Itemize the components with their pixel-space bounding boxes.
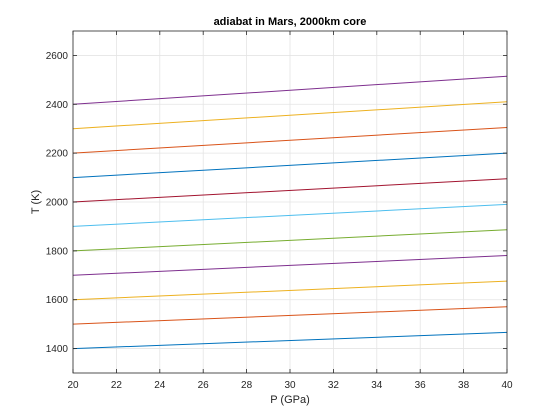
x-tick-label: 30 xyxy=(284,380,296,391)
series-line-7 xyxy=(72,178,508,203)
x-tick-label: 28 xyxy=(241,380,253,391)
series-line-11 xyxy=(72,75,508,105)
series-line-6 xyxy=(72,203,508,227)
x-tick-label: 32 xyxy=(328,380,340,391)
chart-title: adiabat in Mars, 2000km core xyxy=(214,16,367,28)
y-tick-label: 2000 xyxy=(46,198,69,209)
x-tick-label: 34 xyxy=(371,380,383,391)
ticks: 20 22 24 26 28 30 32 34 36 38 40 1400 1600 1800 2000 22… xyxy=(46,31,513,391)
x-tick-label: 26 xyxy=(198,380,210,391)
y-tick-label: 2600 xyxy=(46,51,69,62)
y-tick-label: 1600 xyxy=(46,295,69,306)
y-tick-label: 2400 xyxy=(46,100,69,111)
series-line-3 xyxy=(72,280,508,301)
x-tick-label: 38 xyxy=(458,380,470,391)
y-tick-label: 2200 xyxy=(46,149,69,160)
x-tick-label: 22 xyxy=(111,380,123,391)
series-line-2 xyxy=(72,306,508,325)
x-tick-label: 40 xyxy=(501,380,513,391)
x-tick-label: 20 xyxy=(67,380,79,391)
y-tick-label: 1800 xyxy=(46,246,69,257)
x-tick-label: 24 xyxy=(154,380,166,391)
x-tick-label: 36 xyxy=(415,380,427,391)
series-line-1 xyxy=(72,331,508,350)
y-tick-label: 1400 xyxy=(46,344,69,355)
series-line-4 xyxy=(72,255,508,276)
series-line-10 xyxy=(72,101,508,130)
x-axis-label: P (GPa) xyxy=(270,394,310,406)
series-line-5 xyxy=(72,229,508,252)
series-line-8 xyxy=(72,152,508,179)
series-lines xyxy=(72,75,508,350)
y-axis-label: T (K) xyxy=(30,190,42,214)
series-line-9 xyxy=(72,127,508,154)
